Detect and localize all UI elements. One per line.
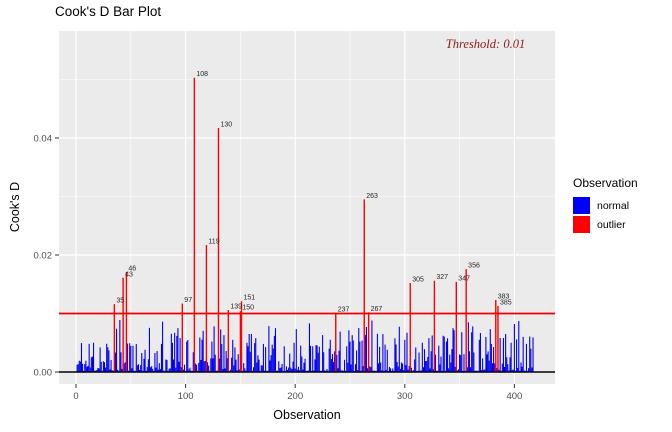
y-tick-label: 0.02 [34, 250, 53, 261]
bar-label: 43 [125, 271, 133, 278]
bar-label: 347 [458, 275, 470, 282]
bar-label: 237 [338, 306, 350, 313]
chart-title: Cook's D Bar Plot [55, 4, 162, 19]
bar-label: 151 [243, 295, 255, 302]
bar-label: 46 [128, 265, 136, 272]
y-tick-label: 0.04 [34, 133, 53, 144]
outlier-swatch-icon [573, 216, 590, 233]
bar-label: 139 [230, 303, 242, 310]
x-tick-label: 200 [287, 391, 303, 402]
legend-item-label: outlier [597, 218, 626, 231]
x-tick-label: 400 [506, 391, 522, 402]
bar-label: 263 [366, 193, 378, 200]
x-tick-label: 300 [397, 391, 413, 402]
legend-title: Observation [573, 176, 638, 190]
x-tick-label: 100 [178, 391, 194, 402]
bar-label: 119 [208, 239, 219, 246]
bar-label: 130 [220, 122, 232, 129]
bar-label: 267 [371, 306, 383, 313]
x-axis-label: Observation [273, 408, 341, 422]
bar-label: 97 [184, 297, 192, 304]
bar-label: 385 [500, 299, 512, 306]
legend-item-outlier: outlier [573, 216, 638, 233]
y-tick-label: 0.00 [34, 367, 53, 378]
bar-label: 108 [196, 71, 208, 78]
legend-item-label: normal [597, 199, 630, 212]
y-axis-label: Cook's D [8, 181, 22, 233]
legend: Observation normal outlier [573, 176, 638, 235]
bar-label: 356 [468, 263, 480, 270]
normal-swatch-icon [573, 197, 590, 214]
bar-label: 150 [242, 305, 254, 312]
legend-item-normal: normal [573, 197, 638, 214]
threshold-annotation: Threshold: 0.01 [445, 37, 526, 51]
x-tick-label: 0 [73, 391, 78, 402]
bar-label: 327 [436, 274, 448, 281]
bar-label: 383 [498, 294, 510, 301]
panel-background [59, 31, 555, 384]
bar-label: 35 [116, 298, 124, 305]
bar-label: 305 [412, 277, 424, 284]
